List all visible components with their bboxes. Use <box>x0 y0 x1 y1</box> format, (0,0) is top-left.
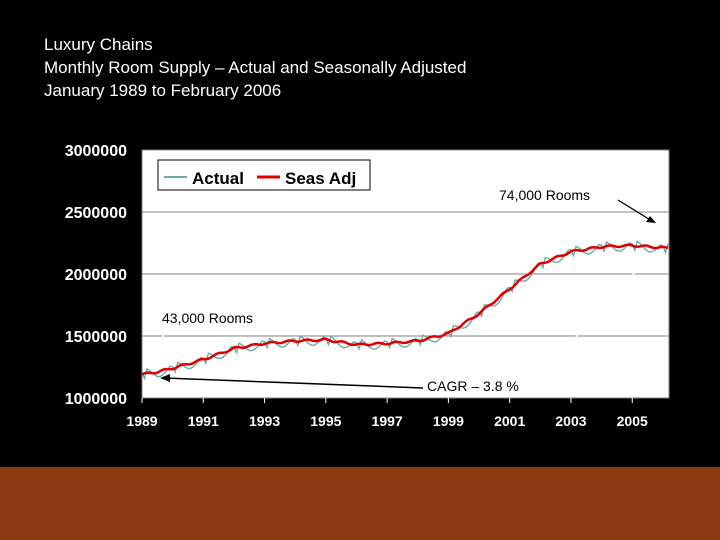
annotation-43000-arrow <box>149 327 168 364</box>
annotation-cagr: CAGR – 3.8 % <box>427 378 519 394</box>
annotation-74000-arrow <box>617 199 653 222</box>
annotation-cagr-arrowhead-left <box>160 374 170 382</box>
x-tick-label: 1993 <box>249 413 280 429</box>
gridlines <box>142 149 669 337</box>
x-axis: 1989 1991 1993 1995 1997 1999 2001 2003 2005 <box>126 398 648 429</box>
legend-box <box>157 159 371 191</box>
x-tick-label: 2001 <box>494 413 525 429</box>
annotation-74000-arrowhead <box>646 216 656 223</box>
annotation-cagr-arrowhead-right <box>645 251 654 262</box>
x-tick-label: 2003 <box>555 413 586 429</box>
x-tick-label: 1991 <box>188 413 219 429</box>
title-line-2: Monthly Room Supply – Actual and Seasona… <box>44 58 467 77</box>
annotation-74000: 74,000 Rooms <box>499 187 590 203</box>
annotations: 74,000 Rooms 43,000 Rooms CAGR – 3.8 % <box>147 187 656 394</box>
y-axis: 1000000 1500000 2000000 2500000 3000000 <box>65 143 127 408</box>
legend: Actual Seas Adj <box>157 159 371 191</box>
x-tick-label: 2005 <box>617 413 648 429</box>
x-tick-label: 1995 <box>310 413 341 429</box>
x-tick-label: 1997 <box>372 413 403 429</box>
y-tick-label: 1500000 <box>65 329 127 346</box>
series-seasadj-line <box>141 243 669 376</box>
annotation-43000-arrowhead <box>147 357 154 367</box>
legend-seasadj-label: Seas Adj <box>285 169 356 188</box>
y-tick-label: 1000000 <box>65 391 127 408</box>
annotation-43000: 43,000 Rooms <box>162 310 253 326</box>
title-line-3: January 1989 to February 2006 <box>44 81 282 100</box>
x-tick-label: 1999 <box>433 413 464 429</box>
footer-band <box>0 467 720 540</box>
y-tick-label: 2000000 <box>65 267 127 284</box>
annotation-cagr-arrow-right <box>552 255 651 363</box>
annotation-cagr-arrow-left <box>164 377 424 389</box>
y-tick-label: 2500000 <box>65 205 127 222</box>
y-tick-label: 3000000 <box>65 143 127 160</box>
title-line-1: Luxury Chains <box>44 35 153 54</box>
series-lines <box>141 240 669 381</box>
room-supply-chart: 1000000 1500000 2000000 2500000 3000000 1989… <box>65 143 670 429</box>
legend-actual-label: Actual <box>192 169 244 188</box>
x-tick-label: 1989 <box>126 413 157 429</box>
slide-title: Luxury Chains Monthly Room Supply – Actu… <box>44 33 466 102</box>
